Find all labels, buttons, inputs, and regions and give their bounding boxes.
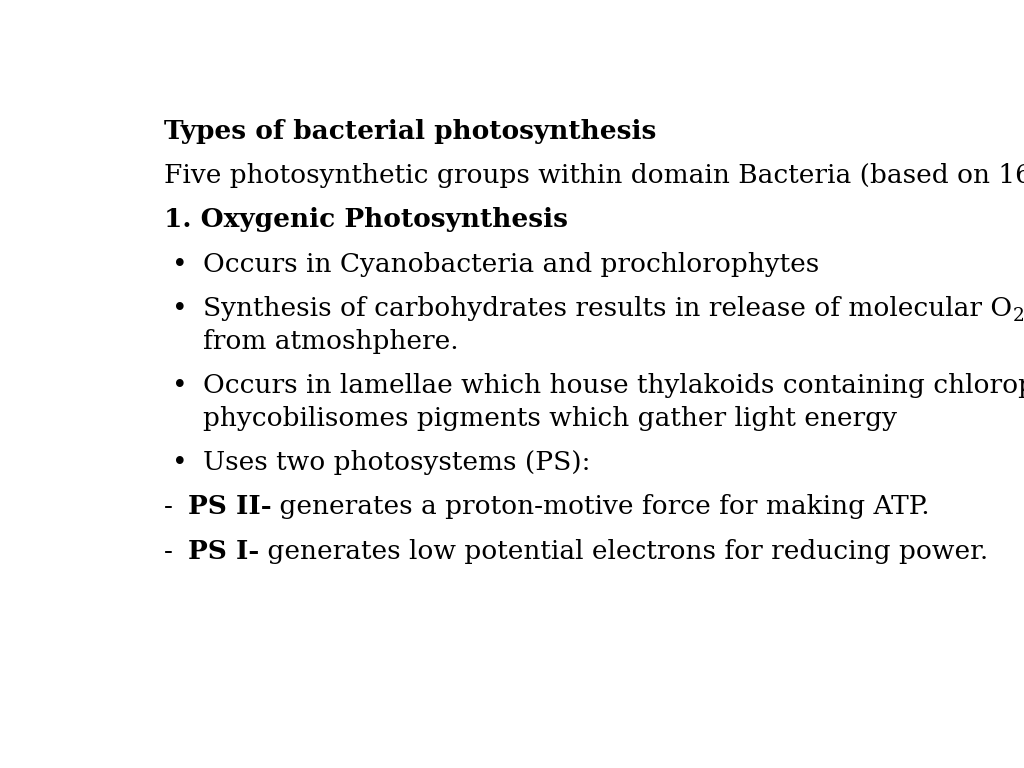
Text: PS I-: PS I- <box>187 538 259 564</box>
Text: PS II-: PS II- <box>187 495 271 519</box>
Text: from atmoshphere.: from atmoshphere. <box>204 329 459 354</box>
Text: Uses two photosystems (PS):: Uses two photosystems (PS): <box>204 450 591 475</box>
Text: •: • <box>172 373 187 398</box>
Text: Occurs in lamellae which house thylakoids containing chlorophyll a/b and: Occurs in lamellae which house thylakoid… <box>204 373 1024 398</box>
Text: generates low potential electrons for reducing power.: generates low potential electrons for re… <box>259 538 988 564</box>
Text: •: • <box>172 450 187 475</box>
Text: 1. Oxygenic Photosynthesis: 1. Oxygenic Photosynthesis <box>164 207 567 233</box>
Text: •: • <box>172 252 187 276</box>
Text: 2: 2 <box>1013 307 1024 325</box>
Text: Synthesis of carbohydrates results in release of molecular O: Synthesis of carbohydrates results in re… <box>204 296 1013 321</box>
Text: Five photosynthetic groups within domain Bacteria (based on 16S rRNA):: Five photosynthetic groups within domain… <box>164 163 1024 188</box>
Text: phycobilisomes pigments which gather light energy: phycobilisomes pigments which gather lig… <box>204 406 897 431</box>
Text: Types of bacterial photosynthesis: Types of bacterial photosynthesis <box>164 119 656 144</box>
Text: -: - <box>164 538 173 564</box>
Text: generates a proton-motive force for making ATP.: generates a proton-motive force for maki… <box>271 495 930 519</box>
Text: Occurs in Cyanobacteria and prochlorophytes: Occurs in Cyanobacteria and prochlorophy… <box>204 252 819 276</box>
Text: -: - <box>164 495 173 519</box>
Text: •: • <box>172 296 187 321</box>
